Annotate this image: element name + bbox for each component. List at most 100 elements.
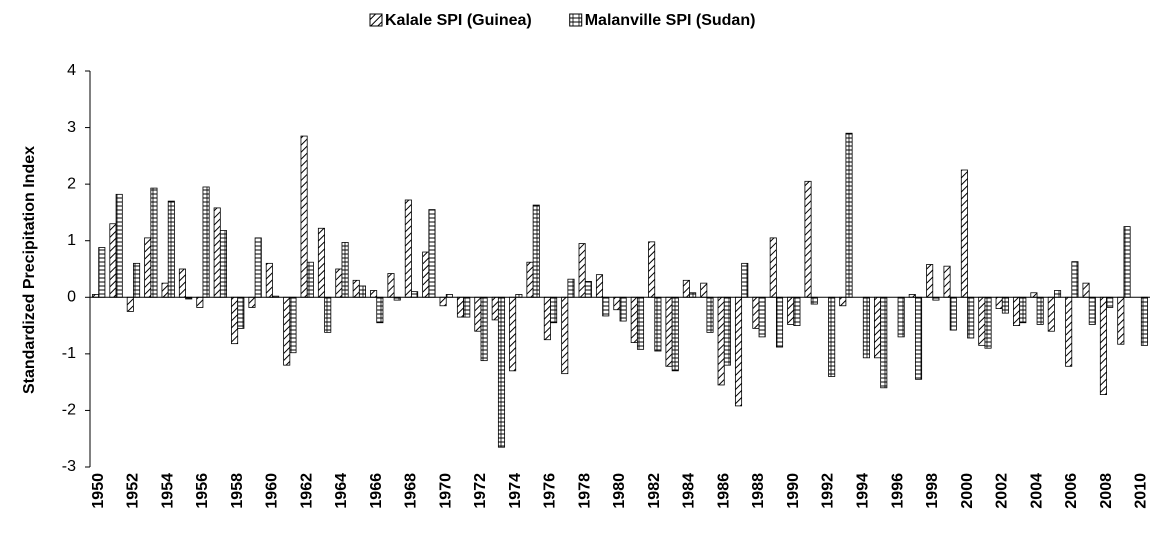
bar xyxy=(335,268,343,298)
bar xyxy=(567,278,575,298)
y-tick-label: 0 xyxy=(67,289,76,306)
bar xyxy=(839,296,847,307)
bar xyxy=(561,296,569,375)
bar xyxy=(769,237,777,298)
bar xyxy=(775,296,784,348)
bar xyxy=(845,132,853,298)
bar xyxy=(411,291,419,298)
bar xyxy=(219,230,227,298)
bar xyxy=(1054,290,1062,298)
x-tick-label: 1952 xyxy=(125,473,142,509)
bar xyxy=(1123,226,1131,298)
x-tick-label: 2010 xyxy=(1133,473,1150,509)
bar xyxy=(1140,296,1148,346)
bar xyxy=(196,296,204,308)
bar xyxy=(341,242,349,298)
bar xyxy=(161,282,169,298)
bar xyxy=(456,296,465,318)
legend-label: Kalale SPI (Guinea) xyxy=(385,12,532,29)
bar xyxy=(532,204,540,298)
bar xyxy=(237,296,245,329)
bar xyxy=(978,296,986,346)
bar xyxy=(526,261,534,298)
legend-label: Malanville SPI (Sudan) xyxy=(585,12,756,29)
x-tick-label: 1954 xyxy=(159,473,176,509)
bar xyxy=(665,296,673,367)
y-tick-label: 3 xyxy=(67,119,76,136)
y-tick-label: -1 xyxy=(62,345,76,362)
bar xyxy=(960,169,968,298)
bar xyxy=(595,274,604,298)
bar xyxy=(654,296,662,352)
x-tick-label: 1990 xyxy=(785,473,802,509)
bar xyxy=(1071,261,1079,298)
bar xyxy=(463,296,471,318)
bar xyxy=(265,262,273,298)
bar xyxy=(248,296,256,308)
bar xyxy=(283,296,291,366)
bar xyxy=(752,296,760,329)
bar xyxy=(202,186,210,298)
bar xyxy=(358,285,367,298)
bar xyxy=(700,282,708,298)
bar xyxy=(1065,296,1073,367)
bar xyxy=(1001,296,1009,314)
bar xyxy=(578,243,586,298)
bar xyxy=(300,135,308,298)
x-tick-label: 1974 xyxy=(507,473,524,509)
bar xyxy=(741,262,749,298)
x-tick-label: 1962 xyxy=(298,473,315,509)
bar xyxy=(422,251,430,298)
legend-swatch xyxy=(369,13,383,27)
bar xyxy=(144,237,152,298)
x-tick-label: 2006 xyxy=(1063,473,1080,509)
x-tick-label: 2002 xyxy=(994,473,1011,509)
bar xyxy=(1013,296,1021,326)
bar xyxy=(317,227,325,298)
bar xyxy=(387,273,395,298)
y-tick-label: -3 xyxy=(62,458,76,475)
x-tick-label: 1964 xyxy=(333,473,350,509)
x-tick-label: 1960 xyxy=(264,473,281,509)
bar xyxy=(636,296,645,350)
bar xyxy=(324,296,332,333)
bar xyxy=(949,296,957,331)
bar xyxy=(1047,296,1055,332)
bar xyxy=(943,265,951,298)
x-tick-label: 1976 xyxy=(542,473,559,509)
bar xyxy=(874,296,882,359)
y-tick-label: 2 xyxy=(67,175,76,192)
bar xyxy=(376,296,384,324)
bar xyxy=(474,296,482,332)
bar xyxy=(995,296,1003,309)
x-tick-label: 2000 xyxy=(959,473,976,509)
x-tick-label: 2004 xyxy=(1028,473,1045,509)
bar xyxy=(439,296,447,307)
bar xyxy=(1036,296,1044,325)
bar xyxy=(167,200,175,298)
bar xyxy=(109,223,117,298)
x-tick-label: 1980 xyxy=(611,473,628,509)
bar xyxy=(480,296,488,362)
x-tick-label: 1994 xyxy=(854,473,871,509)
bar xyxy=(682,279,690,298)
y-tick-label: -2 xyxy=(62,402,76,419)
bar xyxy=(723,296,731,366)
bar xyxy=(787,296,795,325)
x-tick-label: 1956 xyxy=(194,473,211,509)
x-tick-label: 1970 xyxy=(437,473,454,509)
bar xyxy=(926,264,934,298)
bar xyxy=(804,180,812,298)
bar xyxy=(630,296,638,343)
bar xyxy=(689,292,697,298)
bar xyxy=(115,193,123,298)
x-tick-label: 1986 xyxy=(715,473,732,509)
x-tick-label: 1950 xyxy=(90,473,107,509)
bar xyxy=(619,296,627,322)
x-tick-label: 1998 xyxy=(924,473,941,509)
bar xyxy=(706,296,714,333)
bar xyxy=(862,296,870,359)
x-tick-label: 1992 xyxy=(820,473,837,509)
x-tick-label: 1982 xyxy=(646,473,663,509)
